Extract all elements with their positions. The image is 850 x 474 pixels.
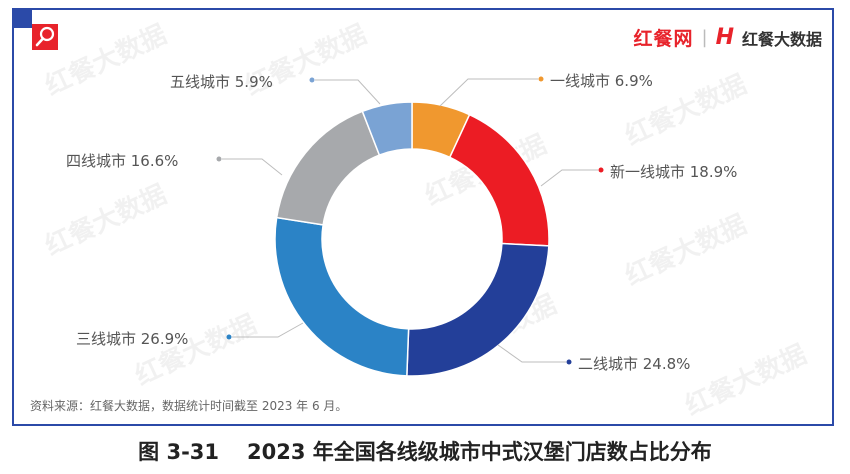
donut-slice-3 — [406, 242, 550, 377]
donut-slice-2 — [448, 113, 550, 247]
label-tier1: 一线城市 6.9% — [550, 72, 653, 90]
frame-corner — [12, 8, 32, 28]
figure-caption: 图 3-31 2023 年全国各线级城市中式汉堡门店数占比分布 — [0, 436, 850, 466]
source-note: 资料来源：红餐大数据，数据统计时间截至 2023 年 6 月。 — [30, 399, 348, 413]
label-tier5: 五线城市 5.9% — [170, 73, 273, 91]
figure-number: 图 3-31 — [138, 440, 220, 464]
donut-slices — [274, 101, 550, 377]
label-new-tier1: 新一线城市 18.9% — [610, 163, 738, 181]
search-icon — [32, 24, 58, 50]
label-tier4: 四线城市 16.6% — [66, 152, 179, 170]
brand-primary: 红餐网 — [633, 28, 694, 50]
donut-slice-6 — [361, 101, 413, 157]
label-tier3: 三线城市 26.9% — [76, 330, 189, 348]
label-tier2: 二线城市 24.8% — [578, 355, 691, 373]
brand-secondary: 红餐大数据 — [741, 29, 822, 49]
leader-dots — [216, 76, 604, 365]
figure-title: 2023 年全国各线级城市中式汉堡门店数占比分布 — [247, 440, 712, 464]
donut-slice-4 — [274, 216, 410, 377]
brand-logo-icon: H — [715, 25, 734, 50]
leader-lines — [222, 78, 598, 363]
donut-slice-5 — [275, 110, 381, 226]
brand-header: 红餐网 | H 红餐大数据 — [633, 24, 822, 51]
brand-separator: | — [701, 27, 708, 48]
